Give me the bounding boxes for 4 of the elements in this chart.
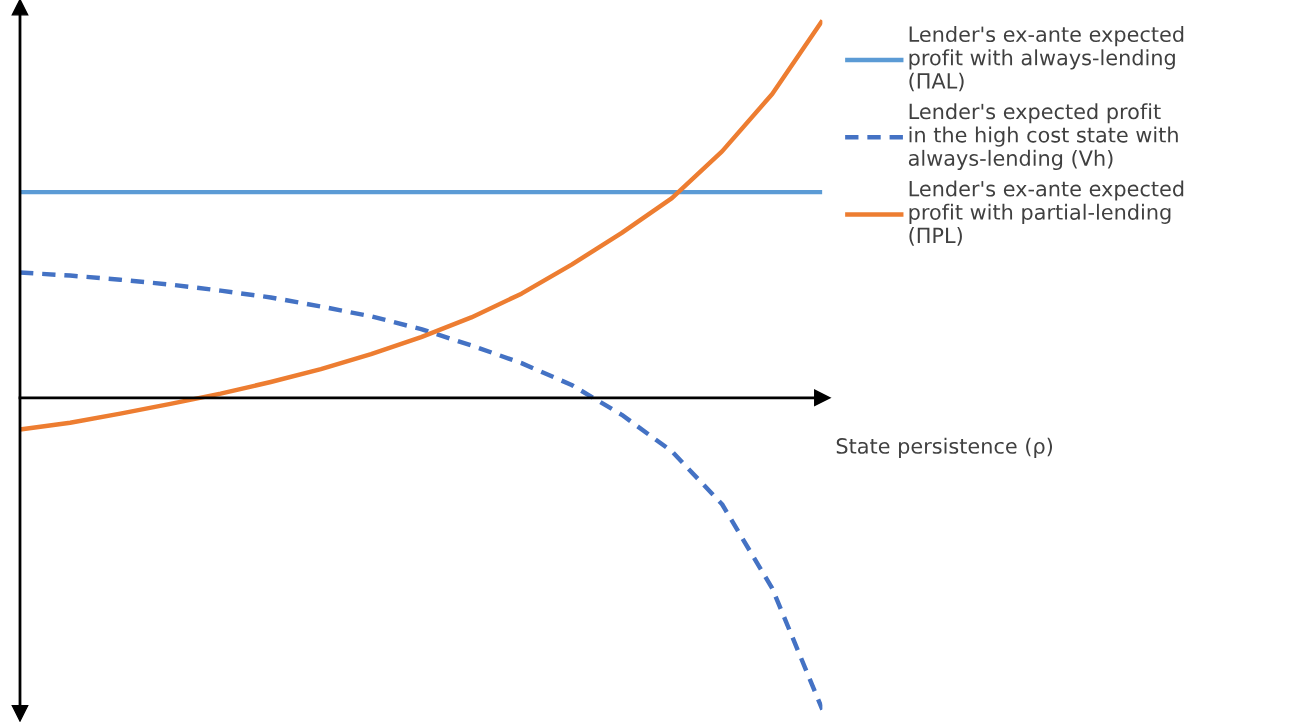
legend-label: Lender's expected profit in the high cost state with always-lending (Vh): [908, 103, 1178, 171]
legend-label: Lender's ex-ante expected profit with always-lending (ΠAL): [909, 25, 1184, 92]
legend-label: Lender's ex-ante expected profit with partial-lending (ΠPL): [909, 180, 1184, 246]
x-axis-title: State persistence (ρ): [836, 437, 1053, 458]
